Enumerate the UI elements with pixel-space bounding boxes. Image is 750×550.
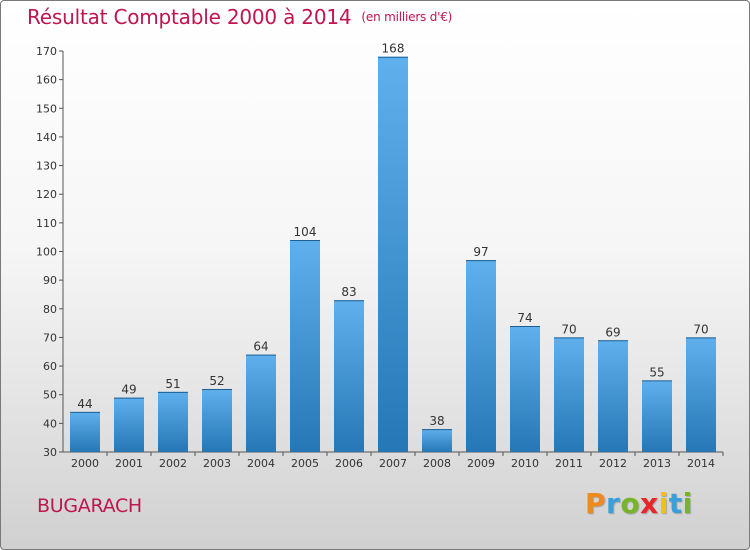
bar-series xyxy=(70,56,716,452)
logo-letter: o xyxy=(620,487,641,520)
commune-name: BUGARACH xyxy=(37,495,142,517)
y-tick-label: 140 xyxy=(36,131,57,144)
y-axis: 30 40 50 60 70 80 90 100 110 120 130 140 150 160 170 xyxy=(36,45,64,459)
data-label-2007: 168 xyxy=(382,42,405,56)
bar-2005 xyxy=(290,240,320,452)
data-label-2011: 70 xyxy=(561,322,576,336)
chart-title: Résultat Comptable 2000 à 2014 (en millie… xyxy=(27,5,452,29)
y-tick-label: 100 xyxy=(36,246,57,259)
y-tick-label: 70 xyxy=(43,331,57,344)
x-tick-label: 2003 xyxy=(203,457,231,470)
bar-2001 xyxy=(114,397,144,452)
bar-2002 xyxy=(158,391,188,452)
data-label-2005: 104 xyxy=(294,225,317,239)
data-label-2013: 55 xyxy=(649,365,664,379)
y-tick-label: 120 xyxy=(36,188,57,201)
x-tick-label: 2000 xyxy=(71,457,99,470)
data-label-2003: 52 xyxy=(209,374,224,388)
chart-subtitle: (en milliers d'€) xyxy=(361,10,453,24)
y-tick-label: 50 xyxy=(43,389,57,402)
chart-title-text: Résultat Comptable 2000 à 2014 xyxy=(27,5,352,29)
bar-2004 xyxy=(246,354,276,452)
logo-letter: x xyxy=(640,487,659,520)
x-tick-label: 2008 xyxy=(423,457,451,470)
bar-2012 xyxy=(598,340,628,452)
data-label-2001: 49 xyxy=(121,383,136,397)
y-tick-label: 30 xyxy=(43,446,57,459)
x-axis: 2000 2001 2002 2003 2004 2005 2006 2007 2008 2009… xyxy=(63,451,724,470)
bar-2008 xyxy=(422,429,452,452)
x-tick-label: 2001 xyxy=(115,457,143,470)
x-tick-label: 2006 xyxy=(335,457,363,470)
data-label-2004: 64 xyxy=(253,340,268,354)
data-label-2012: 69 xyxy=(605,325,620,339)
x-tick-label: 2011 xyxy=(555,457,583,470)
bar-2011 xyxy=(554,337,584,452)
data-label-2010: 74 xyxy=(517,311,532,325)
x-tick-label: 2004 xyxy=(247,457,275,470)
bar-2007 xyxy=(378,56,408,452)
x-tick-label: 2013 xyxy=(643,457,671,470)
data-label-2002: 51 xyxy=(165,377,180,391)
y-tick-label: 110 xyxy=(36,217,57,230)
proxiti-logo: Proxiti xyxy=(585,487,693,520)
y-tick-label: 40 xyxy=(43,417,57,430)
y-tick-label: 80 xyxy=(43,303,57,316)
bar-2014 xyxy=(686,337,716,452)
bar-2006 xyxy=(334,300,364,452)
logo-letter: P xyxy=(585,487,607,520)
data-label-2014: 70 xyxy=(693,322,708,336)
logo-letter: i xyxy=(658,487,669,520)
x-tick-label: 2005 xyxy=(291,457,319,470)
logo-letter: r xyxy=(606,487,621,520)
x-tick-label: 2010 xyxy=(511,457,539,470)
x-tick-label: 2007 xyxy=(379,457,407,470)
x-tick-label: 2009 xyxy=(467,457,495,470)
bar-2009 xyxy=(466,260,496,452)
x-tick-label: 2002 xyxy=(159,457,187,470)
logo-letter: i xyxy=(682,487,693,520)
bar-2000 xyxy=(70,411,100,452)
x-tick-label: 2014 xyxy=(687,457,715,470)
y-tick-label: 90 xyxy=(43,274,57,287)
y-tick-label: 160 xyxy=(36,74,57,87)
y-tick-label: 170 xyxy=(36,45,57,58)
data-label-2006: 83 xyxy=(341,285,356,299)
data-label-2000: 44 xyxy=(77,397,92,411)
x-tick-label: 2012 xyxy=(599,457,627,470)
bar-2010 xyxy=(510,325,540,452)
y-tick-label: 130 xyxy=(36,160,57,173)
data-label-2009: 97 xyxy=(473,245,488,259)
y-tick-label: 150 xyxy=(36,102,57,115)
data-label-2008: 38 xyxy=(429,414,444,428)
bar-2003 xyxy=(202,388,232,452)
y-tick-label: 60 xyxy=(43,360,57,373)
logo-letter: t xyxy=(668,487,683,520)
data-labels: 44 49 51 52 64 104 83 168 38 97 74 70 69 55 70 xyxy=(77,42,708,428)
bar-2013 xyxy=(642,380,672,452)
